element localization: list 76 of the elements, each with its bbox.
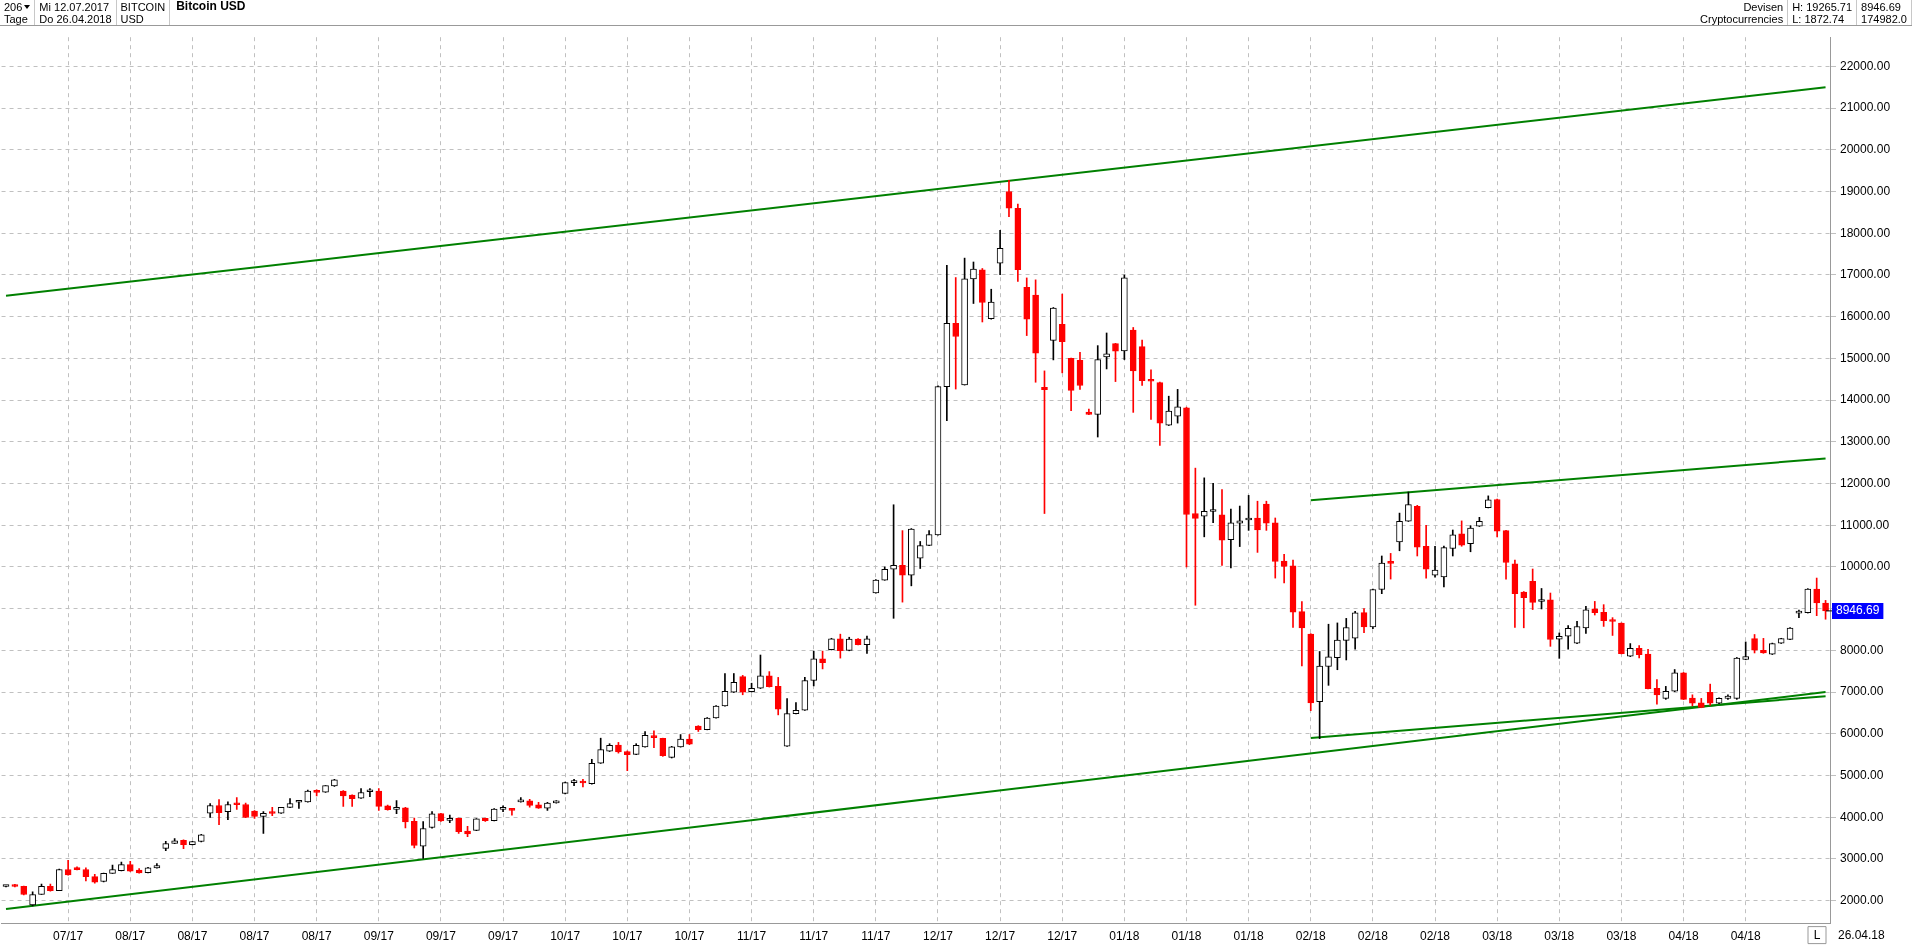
x-tick-label: 08/17: [239, 929, 270, 944]
candlestick: [233, 797, 241, 810]
x-tick-label: 08/17: [177, 929, 208, 944]
y-tick-label: 22000.00: [1840, 58, 1891, 73]
x-tick-label: 10/17: [612, 929, 643, 944]
candlestick: [295, 799, 303, 809]
y-tick-label: 8000.00: [1840, 642, 1884, 657]
y-tick-label: 12000.00: [1840, 475, 1891, 490]
x-tick-label: 08/17: [115, 929, 146, 944]
candlestick: [623, 750, 631, 772]
y-tick-label: 18000.00: [1840, 225, 1891, 240]
text: H: 19265.71: [1792, 0, 1853, 13]
y-tick-label: 2000.00: [1840, 892, 1884, 907]
x-tick-label: 07/17: [53, 929, 84, 944]
text: Tage: [4, 12, 29, 25]
chart-title: Bitcoin USD: [175, 0, 247, 15]
x-tick-label: 12/17: [985, 929, 1016, 944]
x-tick-label: 04/18: [1730, 929, 1762, 944]
x-tick-label: 08/17: [301, 929, 332, 944]
x-tick-label: 03/18: [1606, 929, 1637, 944]
y-tick-label: 21000.00: [1840, 100, 1891, 115]
text: USD: [120, 12, 145, 25]
text: L: 1872.74: [1792, 12, 1846, 25]
y-tick-label: 6000.00: [1840, 726, 1884, 741]
y-tick-label: 3000.00: [1840, 851, 1884, 866]
text: 8946.69: [1861, 0, 1901, 13]
text: BITCOIN: [120, 0, 166, 13]
x-tick-label: 04/18: [1668, 929, 1699, 944]
candlestick: [952, 277, 960, 390]
x-tick-label: 11/17: [861, 929, 891, 944]
x-tick-label: 11/17: [737, 929, 767, 944]
x-tick-label: 11/17: [799, 929, 829, 944]
candlestick: [1209, 483, 1217, 523]
y-tick-label: 5000.00: [1840, 767, 1884, 782]
y-tick-label: 14000.00: [1840, 392, 1891, 407]
candlestick: [1520, 591, 1528, 629]
x-tick-label: 01/18: [1233, 929, 1264, 944]
candlestick: [650, 730, 658, 749]
y-tick-label: 19000.00: [1840, 183, 1891, 198]
y-tick-label: 11000.00: [1840, 517, 1890, 532]
x-tick-label: 10/17: [674, 929, 705, 944]
text: Mi 12.07.2017: [39, 0, 110, 13]
y-tick-label: 13000.00: [1840, 434, 1891, 449]
text: 206: [4, 0, 23, 13]
x-tick-label: 09/17: [425, 929, 457, 944]
x-tick-label: 09/17: [488, 929, 519, 944]
candlestick: [1147, 369, 1155, 420]
y-tick-label: 4000.00: [1840, 809, 1884, 824]
x-tick-label: 12/17: [1047, 929, 1078, 944]
x-tick-label: 02/18: [1420, 929, 1451, 944]
y-tick-label: 15000.00: [1840, 350, 1891, 365]
y-tick-label: 10000.00: [1840, 559, 1891, 574]
x-tick-label: 09/17: [363, 929, 395, 944]
y-tick-label: 16000.00: [1840, 308, 1891, 323]
candlestick: [1200, 477, 1208, 538]
text: 26.04.18: [1838, 927, 1886, 942]
text: 174982.0: [1861, 12, 1907, 25]
x-tick-label: 03/18: [1482, 929, 1513, 944]
y-tick-label: 17000.00: [1840, 267, 1891, 282]
x-tick-label: 03/18: [1544, 929, 1575, 944]
text: Devisen: [1743, 0, 1784, 13]
text: Cryptocurrencies: [1700, 12, 1784, 25]
text: 8946.69: [1836, 603, 1880, 618]
x-tick-label: 01/18: [1109, 929, 1140, 944]
y-tick-label: 7000.00: [1840, 684, 1884, 699]
candlestick: [1742, 641, 1750, 661]
text: Do 26.04.2018: [39, 12, 112, 25]
text: L: [1813, 927, 1821, 942]
x-tick-label: 10/17: [550, 929, 581, 944]
x-tick-label: 02/18: [1295, 929, 1327, 944]
x-tick-label: 01/18: [1171, 929, 1202, 944]
candlestick: [1236, 505, 1244, 547]
x-tick-label: 12/17: [922, 929, 954, 944]
candlestick: [1058, 293, 1066, 374]
x-tick-label: 02/18: [1357, 929, 1389, 944]
y-tick-label: 20000.00: [1840, 142, 1891, 157]
